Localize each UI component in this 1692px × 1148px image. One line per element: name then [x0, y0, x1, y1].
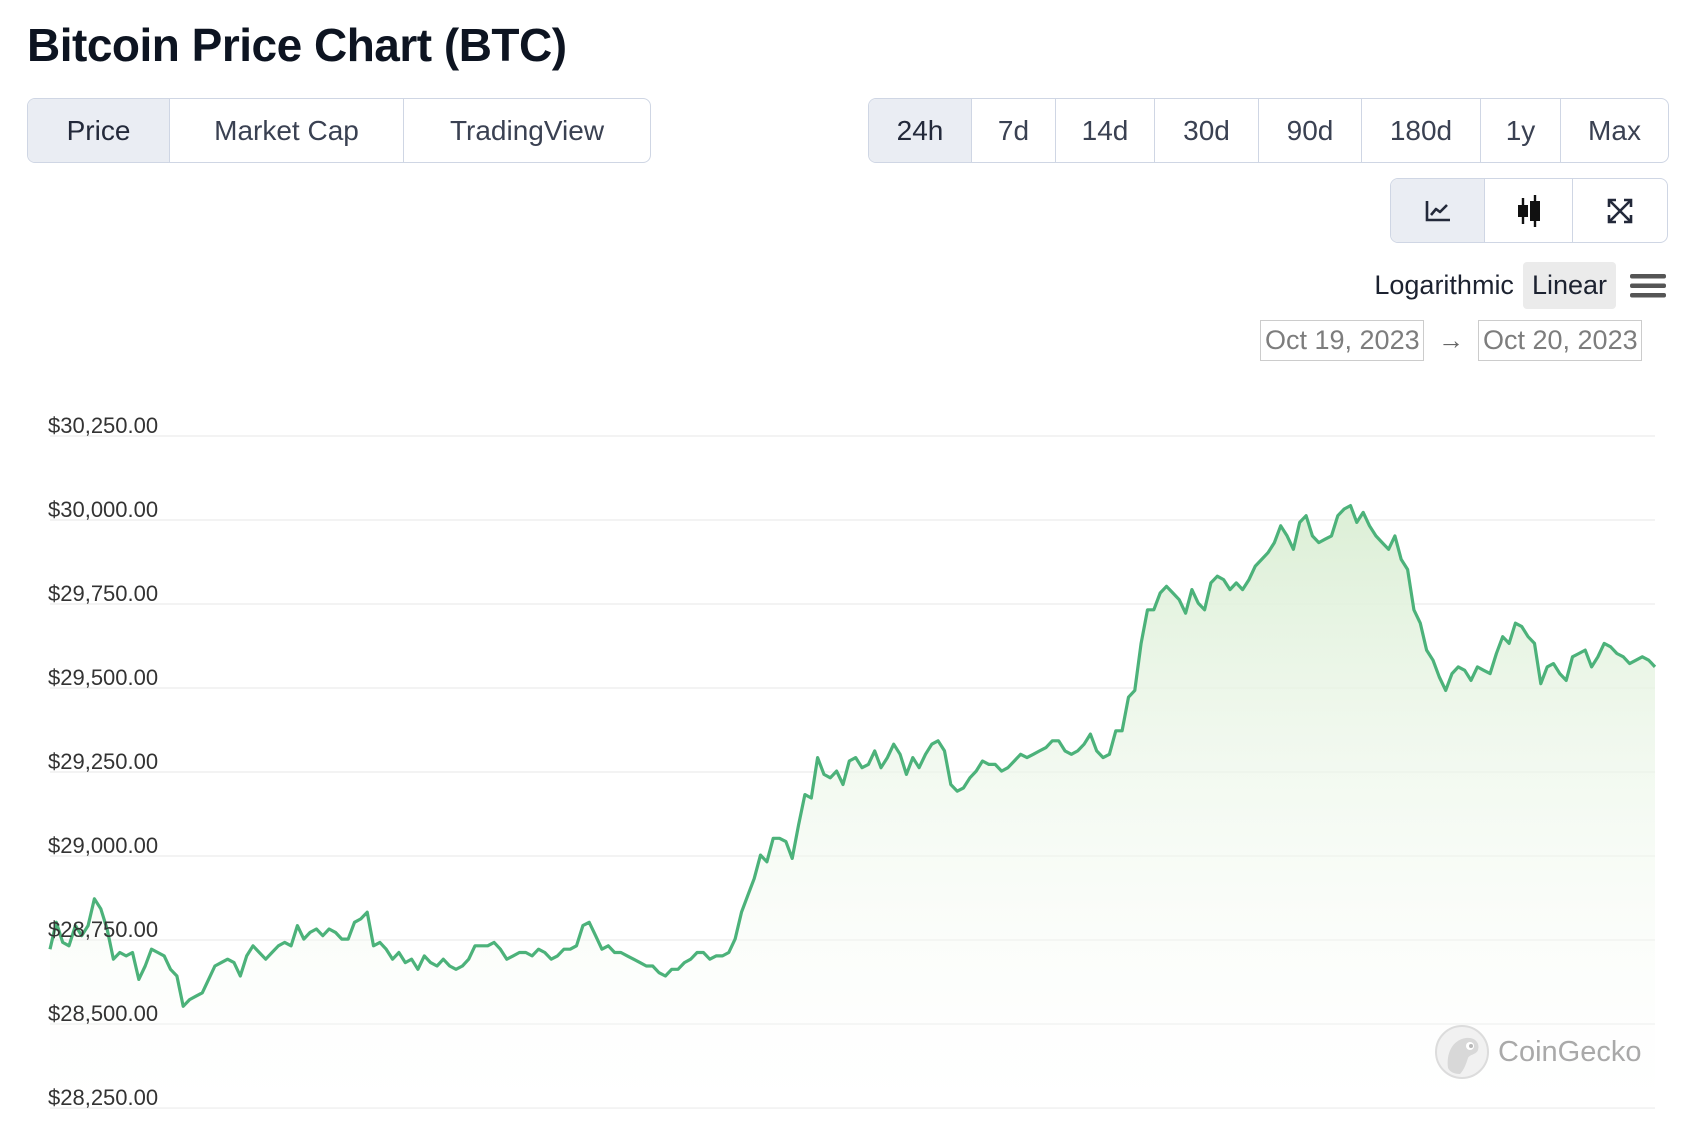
fullscreen-icon: [1607, 198, 1633, 223]
y-tick-label: $29,500.00: [48, 665, 158, 690]
range-24h-button[interactable]: 24h: [869, 99, 972, 162]
logarithmic-scale-option[interactable]: Logarithmic: [1374, 270, 1514, 300]
coingecko-logo-icon: [1435, 1025, 1489, 1079]
range-max-button[interactable]: Max: [1588, 114, 1641, 146]
watermark-text: CoinGecko: [1498, 1035, 1642, 1068]
range-180d-button[interactable]: 180d: [1362, 99, 1481, 162]
range-7d-button[interactable]: 7d: [972, 99, 1056, 162]
y-tick-label: $29,750.00: [48, 581, 158, 606]
date-range-picker: Oct 19, 2023 → Oct 20, 2023: [1260, 320, 1642, 361]
range-90d-button[interactable]: 90d: [1259, 99, 1362, 162]
y-tick-label: $28,250.00: [48, 1085, 158, 1110]
range-1y-button[interactable]: 1y: [1481, 99, 1561, 162]
chart-tabs: Price Market Cap TradingView: [27, 98, 651, 163]
y-axis-labels: $30,250.00 $30,000.00 $29,750.00 $29,500.00…: [48, 413, 158, 1110]
date-to-input[interactable]: Oct 20, 2023: [1478, 320, 1642, 361]
date-from-input[interactable]: Oct 19, 2023: [1260, 320, 1424, 361]
chart-area: [48, 504, 1657, 1109]
range-30d-button[interactable]: 30d: [1155, 99, 1259, 162]
date-range-arrow: →: [1438, 325, 1464, 355]
candlestick-chart-button[interactable]: [1485, 179, 1573, 242]
price-line: [48, 504, 1657, 1008]
range-14d-button[interactable]: 14d: [1056, 99, 1155, 162]
price-chart[interactable]: $30,250.00 $30,000.00 $29,750.00 $29,500.00…: [0, 380, 1692, 1140]
hamburger-menu-icon[interactable]: [1630, 272, 1666, 300]
y-tick-label: $28,750.00: [48, 917, 158, 942]
scale-toggle: Logarithmic Linear: [1365, 262, 1666, 309]
line-chart-button[interactable]: [1391, 179, 1485, 242]
fullscreen-button[interactable]: [1573, 179, 1667, 242]
tab-market-cap[interactable]: Market Cap: [170, 99, 404, 162]
page-title: Bitcoin Price Chart (BTC): [27, 19, 567, 71]
y-tick-label: $29,000.00: [48, 833, 158, 858]
y-tick-label: $29,250.00: [48, 749, 158, 774]
candlestick-icon: [1517, 194, 1540, 227]
line-chart-icon: [1425, 200, 1450, 221]
y-tick-label: $28,500.00: [48, 1001, 158, 1026]
linear-scale-option[interactable]: Linear: [1522, 262, 1616, 309]
y-tick-label: $30,250.00: [48, 413, 158, 438]
price-area-fill: [50, 505, 1655, 1109]
y-tick-label: $30,000.00: [48, 497, 158, 522]
chart-type-selector: [1390, 178, 1668, 243]
tab-tradingview[interactable]: TradingView: [449, 114, 605, 146]
coingecko-watermark: CoinGecko: [1434, 1024, 1641, 1080]
tab-price[interactable]: Price: [28, 99, 170, 162]
time-range-selector: 24h 7d 14d 30d 90d 180d 1y Max: [868, 98, 1669, 163]
